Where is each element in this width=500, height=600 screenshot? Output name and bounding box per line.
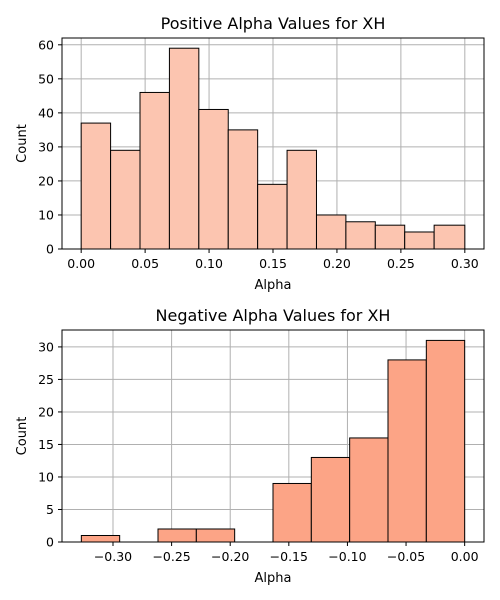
y-tick-label: 10: [38, 469, 54, 484]
y-tick-label: 60: [38, 37, 54, 52]
x-tick-label: 0.10: [195, 256, 223, 271]
y-tick-label: 20: [38, 173, 54, 188]
y-tick-label: 25: [38, 372, 54, 387]
histogram-bar: [345, 221, 376, 250]
x-tick-label: 0.30: [451, 256, 479, 271]
y-tick-label: 30: [38, 339, 54, 354]
x-axis-label: Alpha: [255, 571, 292, 586]
histogram-bar: [374, 224, 406, 250]
x-tick-label: −0.15: [270, 549, 308, 564]
histogram-bar: [286, 149, 317, 250]
chart-positive-alpha: Positive Alpha Values for XH 0.00 0.05 0.1…: [15, 14, 485, 293]
chart-title: Positive Alpha Values for XH: [161, 14, 386, 33]
y-tick-label: 20: [38, 404, 54, 419]
histogram-bar: [310, 456, 351, 543]
histogram-bar: [349, 437, 389, 543]
histogram-bar: [387, 359, 427, 543]
histogram-bar: [315, 214, 347, 250]
y-tick-label: 0: [46, 242, 54, 257]
x-tick-label: −0.25: [152, 549, 190, 564]
y-tick-label: 10: [38, 207, 54, 222]
histogram-bar: [198, 108, 229, 250]
x-tick-label: −0.20: [211, 549, 249, 564]
y-tick-label: 40: [38, 105, 54, 120]
histogram-bar: [227, 129, 259, 250]
x-tick-label: 0.00: [451, 549, 479, 564]
y-axis-label: Count: [15, 417, 30, 456]
chart-title: Negative Alpha Values for XH: [156, 306, 391, 325]
x-axis-label: Alpha: [255, 278, 292, 293]
x-tick-label: 0.25: [387, 256, 415, 271]
y-tick-label: 15: [38, 437, 54, 452]
plot-frame: [61, 329, 485, 543]
x-tick-label: 0.15: [259, 256, 287, 271]
histogram-bar: [272, 482, 312, 543]
histogram-bar: [168, 47, 200, 250]
histogram-bar: [157, 528, 197, 543]
histogram-bar: [80, 122, 112, 250]
histogram-bar: [433, 224, 466, 250]
y-axis-label: Count: [15, 124, 30, 163]
histogram-bar: [404, 231, 435, 250]
x-tick-label: 0.20: [323, 256, 351, 271]
x-tick-label: −0.30: [94, 549, 132, 564]
x-tick-label: −0.10: [328, 549, 366, 564]
histogram-bar: [110, 149, 141, 250]
y-tick-label: 30: [38, 139, 54, 154]
histogram-bar: [139, 91, 170, 250]
chart-negative-alpha: Negative Alpha Values for XH −0.30 −0.25 −…: [15, 306, 485, 586]
x-tick-label: 0.05: [131, 256, 159, 271]
y-tick-label: 50: [38, 71, 54, 86]
x-tick-label: −0.05: [387, 549, 425, 564]
y-tick-label: 5: [46, 502, 54, 517]
histogram-bar: [425, 339, 466, 543]
histogram-bar: [80, 534, 121, 543]
x-tick-label: 0.00: [67, 256, 95, 271]
y-tick-label: 0: [46, 535, 54, 550]
histogram-bar: [257, 183, 288, 250]
histogram-bar: [195, 528, 236, 543]
